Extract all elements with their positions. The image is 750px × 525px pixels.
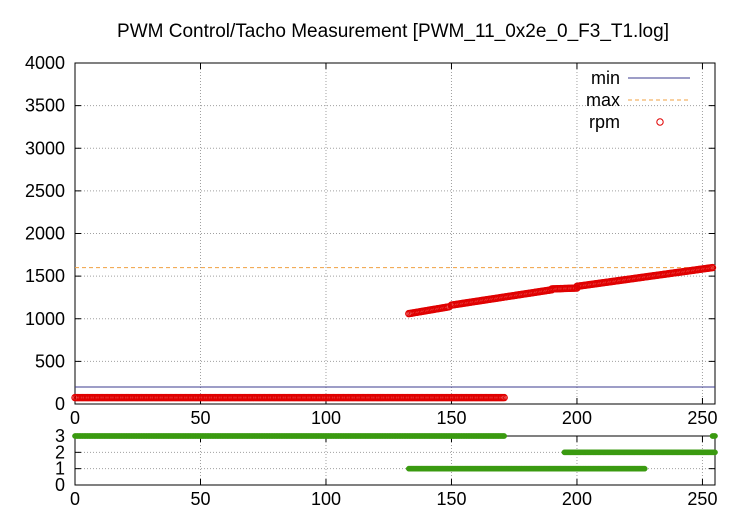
legend-label-min: min [591, 68, 620, 88]
sub-plot-border [74, 435, 716, 486]
sub-xtick-label: 200 [562, 489, 592, 509]
sub-ytick-label: 0 [55, 475, 65, 495]
sub-ytick-label: 1 [55, 459, 65, 479]
main-ytick-label: 1000 [25, 309, 65, 329]
main-xtick-label: 50 [190, 408, 210, 428]
main-ytick-label: 3000 [25, 138, 65, 158]
state-points [72, 433, 718, 472]
main-ytick-label: 2000 [25, 224, 65, 244]
main-xtick-label: 0 [70, 408, 80, 428]
state-point [501, 433, 508, 439]
chart-title: PWM Control/Tacho Measurement [PWM_11_0x… [117, 21, 669, 42]
legend-swatch-rpm [656, 118, 664, 126]
sub-ytick-label: 3 [55, 426, 65, 446]
sub-xtick-label: 250 [687, 489, 717, 509]
main-xtick-label: 200 [562, 408, 592, 428]
rpm-point [708, 263, 717, 272]
sub-xtick-label: 0 [70, 489, 80, 509]
sub-ytick-label: 2 [55, 442, 65, 462]
main-ytick-label: 0 [55, 394, 65, 414]
series-rpm-points [71, 263, 717, 402]
main-xtick-label: 100 [311, 408, 341, 428]
state-point [712, 449, 718, 456]
main-xtick-label: 250 [687, 408, 717, 428]
main-ytick-label: 1500 [25, 266, 65, 286]
main-ytick-label: 2500 [25, 181, 65, 201]
main-ytick-label: 3500 [25, 96, 65, 116]
rpm-point [500, 393, 508, 402]
state-point [712, 433, 718, 439]
legend-label-rpm: rpm [589, 112, 620, 132]
sub-xtick-label: 50 [190, 489, 210, 509]
main-ytick-label: 4000 [25, 53, 65, 73]
legend-label-max: max [586, 90, 620, 110]
sub-xtick-label: 100 [311, 489, 341, 509]
main-plot: 0 50 100 150 200 2500500100015002000250030003… [25, 53, 718, 428]
sub-xtick-label: 150 [436, 489, 466, 509]
state-point [641, 465, 648, 472]
main-xtick-label: 150 [436, 408, 466, 428]
legend: min max rpm [586, 68, 690, 132]
main-ytick-label: 500 [35, 351, 65, 371]
